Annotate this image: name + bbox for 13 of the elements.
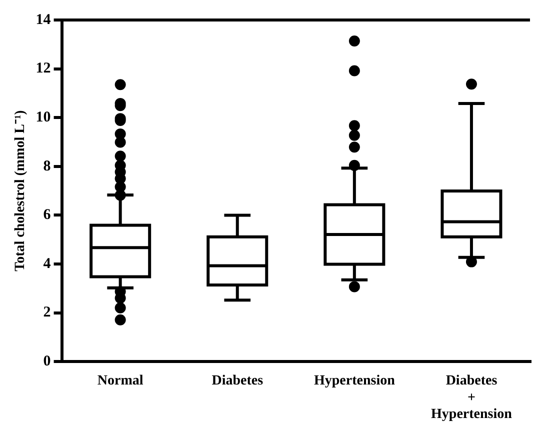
y-tick-label: 2 [43,304,51,321]
y-tick-label: 8 [43,158,51,174]
x-tick-label: Diabetes [212,374,264,389]
x-tick-label: Hypertension [314,374,396,389]
x-tick-label: Diabetes + Hypertension [431,374,512,422]
y-tick-label: 14 [36,12,52,28]
y-axis-title: Total cholestrol (mmol L⁻¹) [13,110,28,272]
y-tick-label: 4 [43,256,52,272]
x-tick-label: Normal [97,374,144,389]
y-tick-label: 10 [36,109,51,126]
y-tick-label: 12 [36,60,51,77]
y-tick-label: 0 [43,353,51,370]
y-tick-label: 6 [43,207,52,224]
